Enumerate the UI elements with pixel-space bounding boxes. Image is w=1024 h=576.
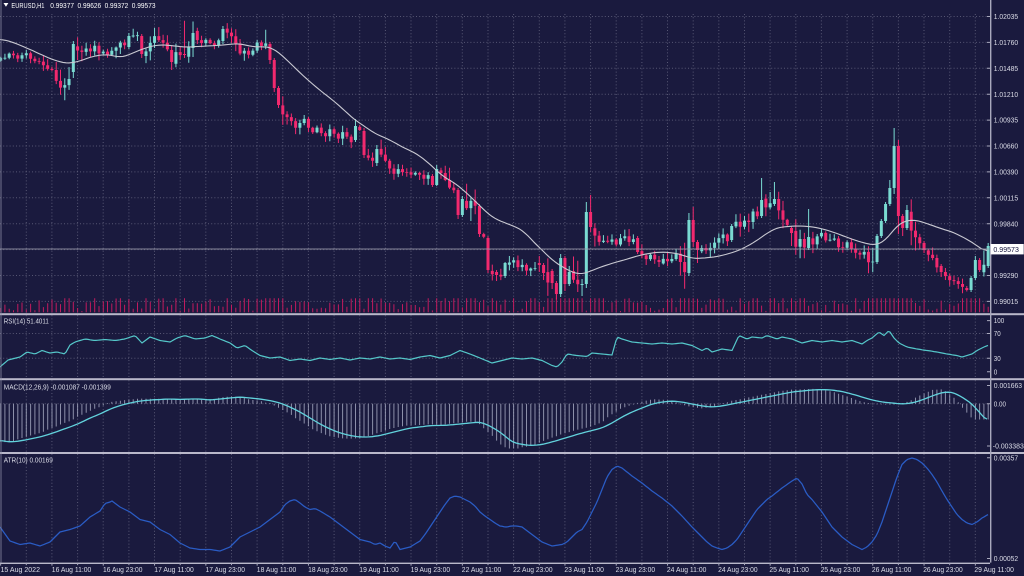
svg-text:16 Aug 11:00: 16 Aug 11:00 xyxy=(52,565,92,574)
svg-text:17 Aug 11:00: 17 Aug 11:00 xyxy=(154,565,194,574)
svg-text:0.99377: 0.99377 xyxy=(50,1,74,10)
svg-text:24 Aug 11:00: 24 Aug 11:00 xyxy=(667,565,707,574)
svg-text:0.99840: 0.99840 xyxy=(994,219,1018,228)
svg-text:19 Aug 11:00: 19 Aug 11:00 xyxy=(359,565,399,574)
svg-text:1.01210: 1.01210 xyxy=(994,90,1018,99)
svg-text:24 Aug 23:00: 24 Aug 23:00 xyxy=(718,565,758,574)
svg-text:23 Aug 23:00: 23 Aug 23:00 xyxy=(616,565,656,574)
svg-text:17 Aug 23:00: 17 Aug 23:00 xyxy=(206,565,246,574)
svg-text:RSI(14) 51.4011: RSI(14) 51.4011 xyxy=(4,316,49,325)
svg-text:1.00935: 1.00935 xyxy=(994,116,1018,125)
svg-text:30: 30 xyxy=(994,354,1001,363)
svg-text:18 Aug 11:00: 18 Aug 11:00 xyxy=(257,565,297,574)
svg-text:0.001663: 0.001663 xyxy=(994,381,1022,390)
svg-text:26 Aug 23:00: 26 Aug 23:00 xyxy=(923,565,963,574)
svg-text:19 Aug 23:00: 19 Aug 23:00 xyxy=(411,565,451,574)
svg-text:1.02035: 1.02035 xyxy=(994,12,1018,21)
svg-text:1.00115: 1.00115 xyxy=(994,193,1018,202)
svg-text:0.99290: 0.99290 xyxy=(994,271,1018,280)
svg-text:25 Aug 11:00: 25 Aug 11:00 xyxy=(769,565,809,574)
svg-text:-0.003383: -0.003383 xyxy=(993,442,1024,451)
svg-text:1.00660: 1.00660 xyxy=(994,142,1018,151)
svg-text:1.01760: 1.01760 xyxy=(994,38,1018,47)
svg-text:18 Aug 23:00: 18 Aug 23:00 xyxy=(308,565,348,574)
svg-text:23 Aug 11:00: 23 Aug 11:00 xyxy=(564,565,604,574)
svg-text:1.01485: 1.01485 xyxy=(994,64,1018,73)
svg-text:26 Aug 11:00: 26 Aug 11:00 xyxy=(872,565,912,574)
svg-text:0: 0 xyxy=(994,367,998,376)
svg-text:22 Aug 23:00: 22 Aug 23:00 xyxy=(513,565,553,574)
svg-text:0.00052: 0.00052 xyxy=(994,554,1018,563)
svg-text:22 Aug 11:00: 22 Aug 11:00 xyxy=(462,565,502,574)
svg-text:MACD(12,26,9) -0.001087 -0.001: MACD(12,26,9) -0.001087 -0.001399 xyxy=(4,382,111,391)
svg-text:1.00390: 1.00390 xyxy=(994,168,1018,177)
svg-text:0.99573: 0.99573 xyxy=(132,1,156,10)
svg-text:70: 70 xyxy=(994,329,1001,338)
svg-text:25 Aug 23:00: 25 Aug 23:00 xyxy=(821,565,861,574)
svg-text:0.99626: 0.99626 xyxy=(78,1,102,10)
svg-text:EURUSD,H1: EURUSD,H1 xyxy=(11,1,44,10)
svg-text:0.99573: 0.99573 xyxy=(993,245,1019,254)
svg-text:0.00: 0.00 xyxy=(994,399,1006,408)
svg-text:0.00357: 0.00357 xyxy=(994,453,1018,462)
svg-text:15 Aug 2022: 15 Aug 2022 xyxy=(1,565,41,574)
svg-text:0.99015: 0.99015 xyxy=(994,297,1018,306)
svg-text:16 Aug 23:00: 16 Aug 23:00 xyxy=(103,565,143,574)
svg-text:ATR(10) 0.00169: ATR(10) 0.00169 xyxy=(4,455,53,464)
svg-text:0.99372: 0.99372 xyxy=(105,1,129,10)
svg-text:100: 100 xyxy=(994,316,1004,325)
svg-text:29 Aug 11:00: 29 Aug 11:00 xyxy=(974,565,1014,574)
